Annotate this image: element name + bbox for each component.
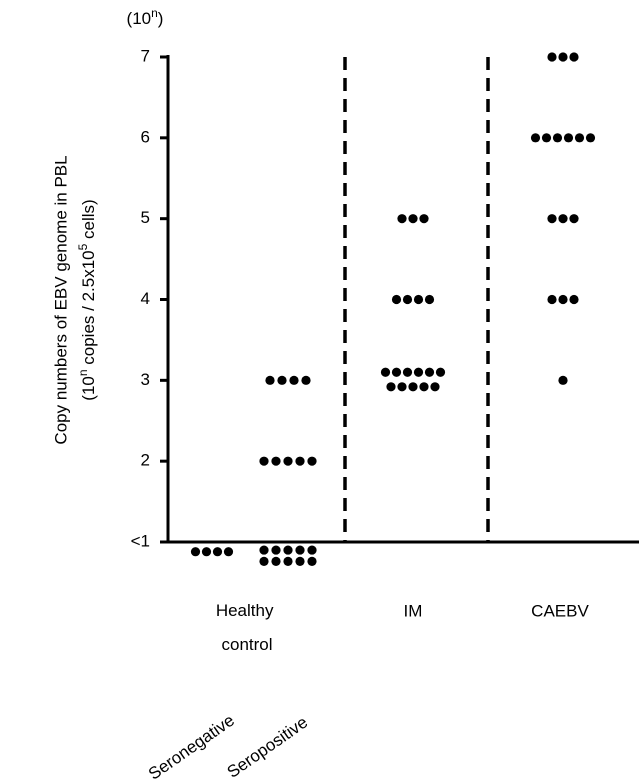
series-label-group: Seropositive <box>224 713 312 782</box>
data-dot <box>265 375 275 385</box>
data-dot <box>386 382 396 392</box>
data-dot <box>541 133 552 143</box>
data-dot <box>408 214 418 224</box>
data-dot <box>424 294 435 305</box>
data-dot <box>307 456 317 466</box>
data-dot <box>563 133 574 143</box>
data-dot <box>419 382 429 392</box>
data-dot <box>558 375 568 385</box>
data-dot <box>547 52 557 62</box>
data-dot <box>307 545 317 555</box>
data-dot <box>301 375 311 385</box>
category-label-line: Healthy <box>216 601 278 620</box>
y-unit-label: (10n) <box>127 6 164 28</box>
data-dot <box>585 133 596 143</box>
data-dot <box>402 367 413 377</box>
data-dot <box>212 547 223 557</box>
y-tick-label: 4 <box>141 289 150 308</box>
category-label-line: control <box>221 635 272 654</box>
y-tick-label: 7 <box>141 46 150 65</box>
data-dot <box>424 367 435 377</box>
data-dot <box>569 294 579 305</box>
data-dot <box>283 456 293 466</box>
data-dot <box>397 214 407 224</box>
data-dot <box>547 214 557 224</box>
series-label-group: Seronegative <box>145 711 238 782</box>
data-dot <box>271 556 281 567</box>
data-dot <box>408 382 418 392</box>
data-dot <box>259 545 269 555</box>
y-tick-label: <1 <box>131 531 150 550</box>
data-dot <box>283 545 293 555</box>
y-tick-label: 3 <box>141 370 150 389</box>
data-dot <box>283 556 293 567</box>
data-dot <box>569 214 579 224</box>
data-dot <box>223 547 234 557</box>
data-dot <box>435 367 446 377</box>
data-dot <box>295 556 305 567</box>
category-label: Healthy control <box>216 601 278 654</box>
data-dot <box>430 382 440 392</box>
data-dot <box>397 382 407 392</box>
data-dot <box>190 547 201 557</box>
data-dot <box>271 456 281 466</box>
data-dot <box>413 367 424 377</box>
y-axis-label: Copy numbers of EBV genome in PBL <box>51 155 70 444</box>
data-dot <box>558 294 568 305</box>
category-label: CAEBV <box>531 601 589 620</box>
data-dot <box>259 556 269 567</box>
data-dot <box>201 547 212 557</box>
data-dot <box>391 294 402 305</box>
data-dot <box>307 556 317 567</box>
data-dot <box>402 294 413 305</box>
data-dot <box>259 456 269 466</box>
data-dot <box>295 545 305 555</box>
series-label: Seropositive <box>224 713 312 782</box>
data-dot <box>569 52 579 62</box>
data-dot <box>295 456 305 466</box>
data-dot <box>547 294 557 305</box>
data-dot <box>574 133 585 143</box>
data-dot <box>271 545 281 555</box>
data-dot <box>530 133 541 143</box>
y-axis-label: (10n copies / 2.5x105 cells) <box>76 199 98 400</box>
data-dot <box>391 367 402 377</box>
y-tick-label: 5 <box>141 208 150 227</box>
data-dot <box>277 375 287 385</box>
y-tick-label: 2 <box>141 451 150 470</box>
category-label: IM <box>404 601 423 620</box>
series-label: Seronegative <box>145 711 238 782</box>
data-dot <box>419 214 429 224</box>
data-dot <box>289 375 299 385</box>
data-dot <box>413 294 424 305</box>
data-dot <box>558 52 568 62</box>
data-dot <box>380 367 391 377</box>
data-dot <box>552 133 563 143</box>
y-tick-label: 6 <box>141 127 150 146</box>
data-dot <box>558 214 568 224</box>
